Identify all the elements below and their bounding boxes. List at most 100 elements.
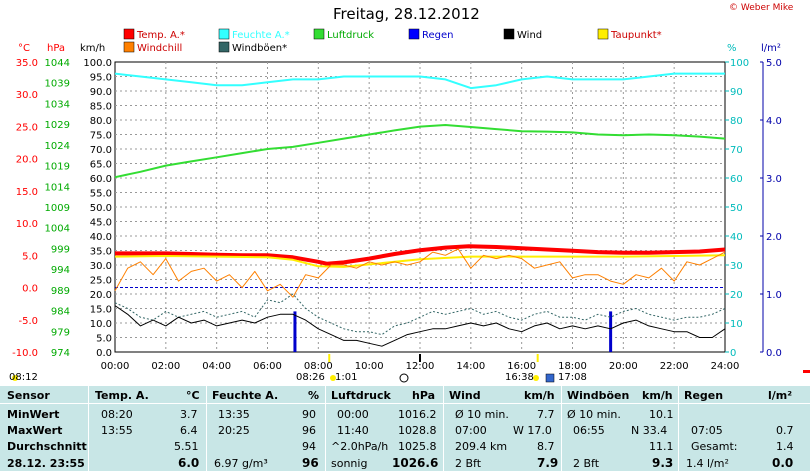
min-temp-time: 08:20 xyxy=(101,408,133,421)
max-wind-value: W 17.0 xyxy=(513,424,552,437)
pressure-tick-label: 1004 xyxy=(45,224,70,235)
credit-label: © Weber Mike xyxy=(729,3,794,13)
max-hum-value: 96 xyxy=(302,424,316,437)
legend-label: Temp. A.* xyxy=(136,30,185,41)
max-gust-value: N 33.4 xyxy=(631,424,668,437)
header-sensor: Sensor xyxy=(7,389,50,402)
legend-label: Windböen* xyxy=(232,43,287,54)
min-press-time: 00:00 xyxy=(337,408,369,421)
cur-press-weather: sonnig xyxy=(331,457,368,470)
legend-label: Luftdruck xyxy=(327,30,374,41)
avg-gust-value: 11.1 xyxy=(649,440,674,453)
min-press-value: 1016.2 xyxy=(398,408,437,421)
max-temp-time: 13:55 xyxy=(101,424,133,437)
legend-label: Regen xyxy=(422,30,454,41)
sunrise-icon xyxy=(330,375,336,381)
sun-time-c: 16:38 xyxy=(505,372,534,383)
header-rain: Regen xyxy=(684,389,724,402)
legend-swatch xyxy=(218,41,230,53)
header-rain-unit: l/m² xyxy=(768,389,793,402)
temp-tick-label: 35.0 xyxy=(16,58,38,69)
sunset-marker xyxy=(536,354,539,362)
rain-tick-label: 3.0 xyxy=(766,174,782,185)
humidity-tick-label: 10 xyxy=(730,319,743,330)
header-temp-unit: °C xyxy=(186,389,200,402)
moon-icon xyxy=(399,373,409,383)
rain-tick-label: 5.0 xyxy=(766,58,782,69)
wind-tick-label: 40.0 xyxy=(90,232,112,243)
temp-tick-label: 25.0 xyxy=(16,122,38,133)
pressure-tick-label: 1044 xyxy=(45,58,70,69)
series-windb-en xyxy=(114,293,726,336)
x-tick-label: 08:00 xyxy=(304,361,333,372)
humidity-tick-label: 90 xyxy=(730,87,743,98)
moon-phase-icon xyxy=(545,373,555,383)
cur-gust-value: 9.3 xyxy=(652,456,674,470)
humidity-tick-label: 100 xyxy=(730,58,749,69)
legend-swatch xyxy=(597,28,609,40)
x-tick-label: 04:00 xyxy=(202,361,231,372)
wind-tick-label: 50.0 xyxy=(90,203,112,214)
legend-swatch xyxy=(408,28,420,40)
sun-time-b: 1:01 xyxy=(335,372,358,383)
wind-tick-label: 95.0 xyxy=(90,73,112,84)
temp-tick-label: 30.0 xyxy=(16,90,38,101)
cur-wind-value: 7.9 xyxy=(537,456,559,470)
humidity-tick-label: 30 xyxy=(730,261,743,272)
summary-table: Sensor Temp. A. °C Feuchte A. % Luftdruc… xyxy=(0,386,810,471)
pressure-unit-label: hPa xyxy=(47,43,65,54)
x-tick-label: 18:00 xyxy=(558,361,587,372)
series-temp-a xyxy=(115,244,726,266)
temp-tick-label: -10.0 xyxy=(12,348,38,359)
wind-tick-label: 0.0 xyxy=(96,348,112,359)
series-taupunkt xyxy=(114,254,726,268)
rain-tick-label: 1.0 xyxy=(766,290,782,301)
wind-tick-label: 25.0 xyxy=(90,276,112,287)
max-press-time: 11:40 xyxy=(337,424,369,437)
series-luftdruck xyxy=(114,124,726,179)
wind-tick-label: 80.0 xyxy=(90,116,112,127)
wind-tick-label: 90.0 xyxy=(90,87,112,98)
temp-tick-label: 5.0 xyxy=(22,251,38,262)
avg-rain-label: Gesamt: xyxy=(691,440,738,453)
x-tick-label: 24:00 xyxy=(711,361,740,372)
header-humidity-unit: % xyxy=(308,389,320,402)
min-gust-label: Ø 10 min. xyxy=(567,408,621,421)
series-windchill xyxy=(114,248,726,298)
humidity-tick-label: 20 xyxy=(730,290,743,301)
max-press-value: 1028.8 xyxy=(398,424,437,437)
humidity-tick-label: 0 xyxy=(730,348,736,359)
cur-temp-value: 6.0 xyxy=(178,456,200,470)
wind-tick-label: 30.0 xyxy=(90,261,112,272)
wind-unit-label: km/h xyxy=(80,43,105,54)
wind-tick-label: 85.0 xyxy=(90,102,112,113)
sun-time-d: 17:08 xyxy=(558,372,587,383)
row-min-label: MinWert xyxy=(7,408,60,421)
sunrise-marker xyxy=(328,354,331,362)
cur-rain-value: 0.0 xyxy=(772,456,794,470)
wind-tick-label: 45.0 xyxy=(90,218,112,229)
pressure-tick-label: 1024 xyxy=(45,141,70,152)
noon-marker xyxy=(419,354,421,362)
cur-wind-bft: 2 Bft xyxy=(455,457,482,470)
rain-bar xyxy=(293,311,297,352)
rain-tick-label: 4.0 xyxy=(766,116,782,127)
pressure-tick-label: 974 xyxy=(51,348,70,359)
pressure-tick-label: 989 xyxy=(51,286,70,297)
max-gust-time: 06:55 xyxy=(573,424,605,437)
header-gust-unit: km/h xyxy=(642,389,673,402)
avg-temp-value: 5.51 xyxy=(174,440,199,453)
humidity-tick-label: 60 xyxy=(730,174,743,185)
legend-swatch xyxy=(123,28,135,40)
row-avg-label: Durchschnitt xyxy=(7,440,87,453)
header-temp: Temp. A. xyxy=(95,389,149,402)
row-current-label: 28.12. 23:55 xyxy=(7,457,85,470)
pressure-tick-label: 984 xyxy=(51,307,70,318)
wind-tick-label: 65.0 xyxy=(90,160,112,171)
cur-gust-bft: 2 Bft xyxy=(573,457,600,470)
min-hum-value: 90 xyxy=(302,408,316,421)
legend-label: Wind xyxy=(517,30,542,41)
x-tick-label: 12:00 xyxy=(406,361,435,372)
max-wind-time: 07:00 xyxy=(455,424,487,437)
legend-swatch xyxy=(218,28,230,40)
